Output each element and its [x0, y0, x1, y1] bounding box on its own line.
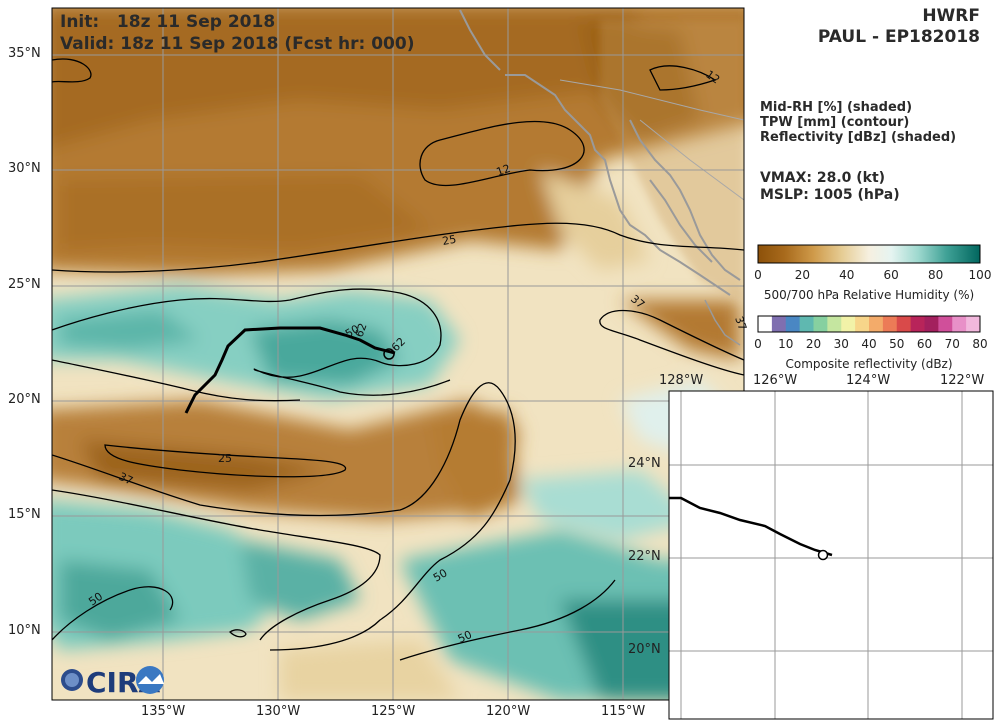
colorbar-reflectivity-tick: 60 [916, 337, 933, 351]
lon-label: 135°W [141, 704, 186, 719]
contour-label: 12 [495, 162, 513, 179]
colorbar-reflectivity-segment [869, 316, 884, 332]
vmax: VMAX: 28.0 (kt) [760, 170, 886, 186]
colorbar-reflectivity [758, 316, 981, 332]
inset-storm-center-marker [817, 549, 829, 561]
cira-logo: CIRA [61, 666, 164, 699]
storm-name: PAUL - EP182018 [817, 27, 980, 47]
inset-storm-track [669, 496, 833, 557]
contour-label: 50 [431, 566, 450, 584]
inset-frame [668, 390, 994, 720]
mslp: MSLP: 1005 (hPa) [760, 187, 900, 203]
inset-lon-label: 128°W [659, 373, 704, 388]
colorbar-rh-tick: 40 [839, 268, 855, 282]
colorbar-reflectivity-segment [882, 316, 898, 332]
lon-label: 120°W [486, 704, 531, 719]
colorbar-reflectivity-segment [785, 316, 801, 332]
coastlines [459, 9, 741, 346]
contour-label: 25 [218, 452, 232, 465]
contour-label: 50 [456, 628, 474, 646]
colorbar-reflectivity-tick: 80 [972, 337, 988, 351]
inset-lat-label: 22°N [628, 549, 661, 564]
colorbar-reflectivity-segment [841, 316, 856, 332]
lon-label: 115°W [601, 704, 646, 719]
inset-lon-label: 126°W [753, 373, 798, 388]
tpw-contours [52, 58, 744, 661]
lat-label: 25°N [8, 277, 41, 292]
legend-reflectivity: Reflectivity [dBz] (shaded) [760, 130, 957, 145]
colorbar-rh [757, 244, 981, 264]
colorbar-reflectivity-tick: 70 [944, 337, 960, 351]
colorbar-reflectivity-tick: 10 [778, 337, 794, 351]
borders [559, 79, 744, 201]
colorbar-reflectivity-segment [938, 316, 953, 332]
lat-label: 35°N [8, 46, 41, 61]
colorbar-reflectivity-segment [924, 316, 939, 332]
lat-label: 10°N [8, 623, 41, 638]
lon-label: 125°W [371, 704, 416, 719]
map-frame [51, 7, 745, 701]
colorbar-reflectivity-title: Composite reflectivity (dBz) [785, 357, 953, 371]
colorbar-reflectivity-segment [855, 316, 870, 332]
colorbar-reflectivity-segment [827, 316, 842, 332]
colorbar-reflectivity-tick: 40 [861, 337, 877, 351]
colorbar-reflectivity-tick: 0 [754, 337, 762, 351]
colorbar-reflectivity-segment [966, 316, 981, 332]
storm-center-marker [383, 348, 395, 360]
model-name: HWRF [922, 6, 980, 26]
colorbar-reflectivity-segment [758, 316, 773, 332]
colorbar-reflectivity-segment [952, 316, 967, 332]
lat-label: 30°N [8, 161, 41, 176]
inset-lon-label: 124°W [846, 373, 891, 388]
lat-label: 15°N [8, 507, 41, 522]
init-time: Init: 18z 11 Sep 2018 [60, 12, 276, 32]
contour-label: 62 [353, 321, 370, 339]
storm-track [184, 326, 396, 414]
inset-lat-label: 20°N [628, 642, 661, 657]
contour-label: 37 [117, 470, 135, 488]
valid-time: Valid: 18z 11 Sep 2018 (Fcst hr: 000) [60, 34, 415, 54]
colorbar-reflectivity-tick: 50 [889, 337, 905, 351]
inset-grid [669, 391, 993, 719]
colorbar-rh-tick: 60 [883, 268, 899, 282]
contour-label: 37 [732, 315, 749, 333]
lon-label: 130°W [256, 704, 301, 719]
colorbar-rh-tick: 100 [968, 268, 992, 282]
colorbar-rh-tick: 0 [754, 268, 762, 282]
legend-rh: Mid-RH [%] (shaded) [760, 100, 913, 115]
colorbar-reflectivity-segment [771, 316, 787, 332]
colorbar-reflectivity-segment [910, 316, 925, 332]
colorbar-reflectivity-tick: 20 [805, 337, 822, 351]
lat-label: 20°N [8, 392, 41, 407]
colorbar-rh-title: 500/700 hPa Relative Humidity (%) [763, 288, 975, 302]
colorbar-reflectivity-segment [813, 316, 828, 332]
colorbar-rh-tick: 80 [927, 268, 944, 282]
rh-shading [52, 8, 744, 700]
colorbar-reflectivity-segment [896, 316, 912, 332]
colorbar-rh-tick: 20 [794, 268, 811, 282]
inset-lon-label: 122°W [940, 373, 985, 388]
inset-lat-label: 24°N [628, 456, 661, 471]
contour-label: 25 [441, 233, 457, 248]
colorbar-reflectivity-segment [799, 316, 814, 332]
legend-tpw: TPW [mm] (contour) [760, 115, 910, 130]
colorbar-reflectivity-tick: 30 [833, 337, 849, 351]
